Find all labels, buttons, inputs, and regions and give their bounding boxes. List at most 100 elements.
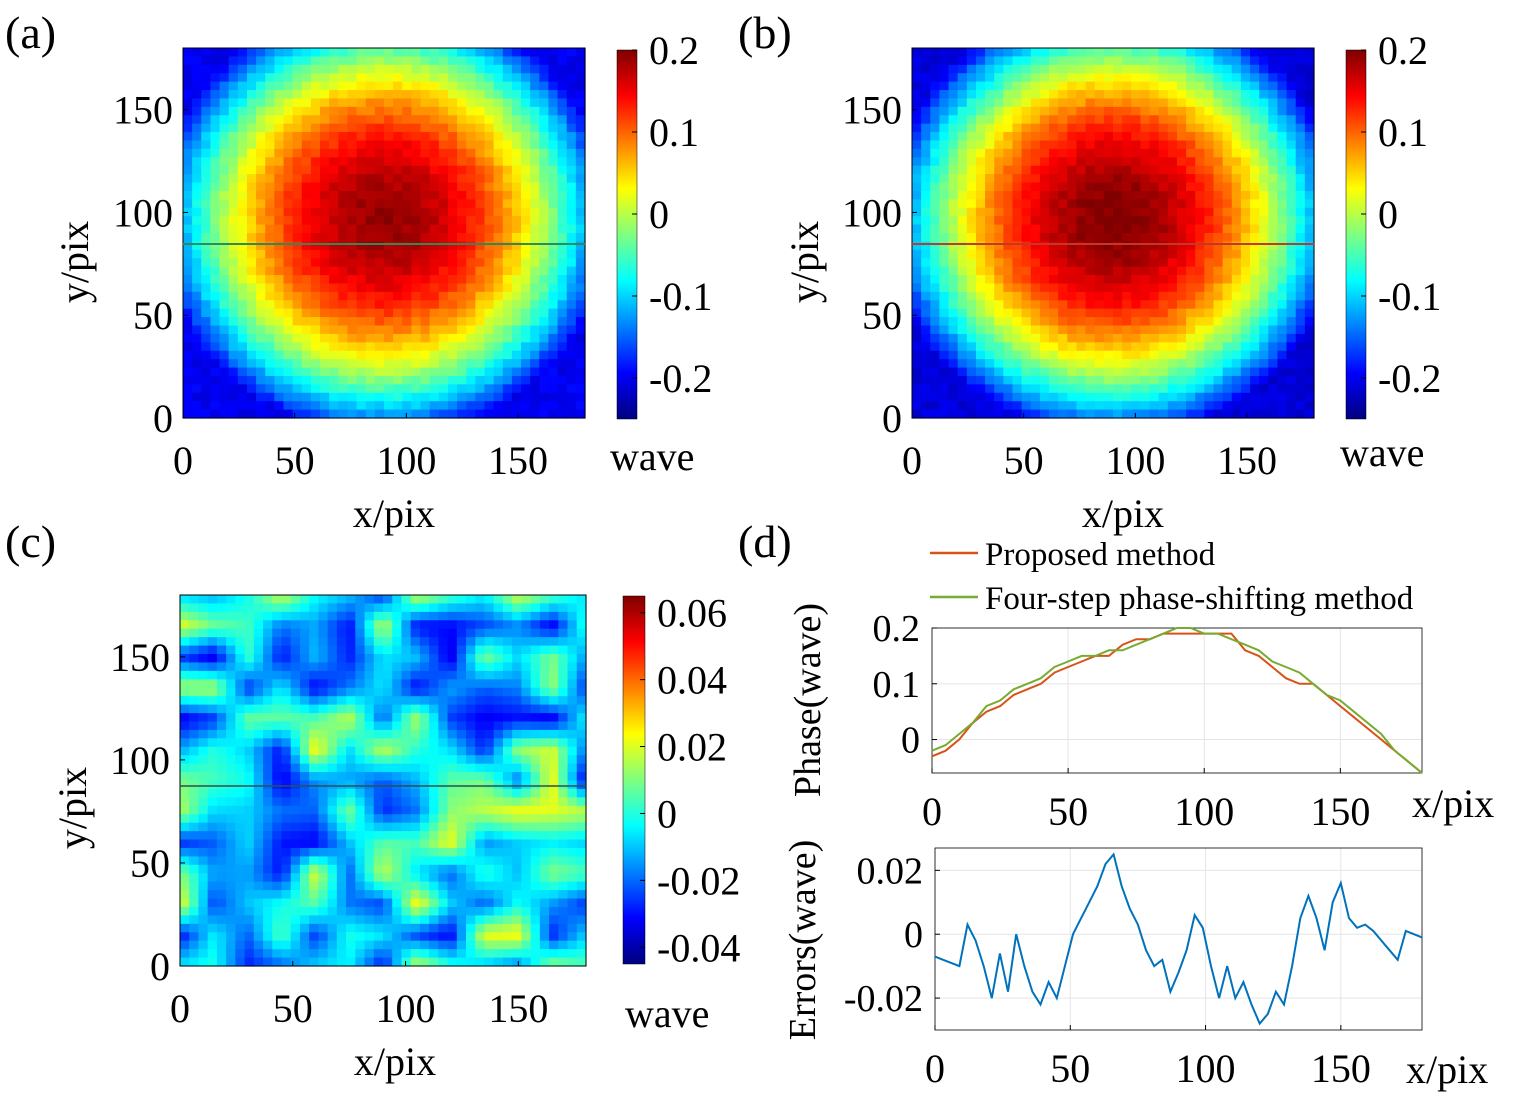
heatmap-cell [365,275,376,285]
heatmap-cell [393,140,403,150]
heatmap-cell [192,98,202,108]
heatmap-cell [201,207,212,217]
heatmap-cell [1167,115,1178,125]
heatmap-cell [511,140,522,150]
heatmap-cell [384,325,394,335]
heatmap-cell [226,890,236,900]
heatmap-cell [219,291,230,301]
heatmap-cell [192,375,202,385]
heatmap-cell [429,207,440,217]
heatmap-cell [1149,216,1160,226]
heatmap-cell [355,873,366,883]
heatmap-cell [521,249,531,259]
heatmap-cell [392,713,403,723]
heatmap-cell [511,241,522,251]
heatmap-cell [1231,283,1242,293]
heatmap-cell [438,375,449,385]
heatmap-cell [1122,132,1132,142]
heatmap-cell [1176,140,1187,150]
heatmap-cell [1295,190,1306,200]
heatmap-cell [283,300,294,310]
heatmap-cell [912,132,922,142]
heatmap-cell [420,342,431,352]
heatmap-cell [1067,216,1078,226]
heatmap-cell [1176,233,1187,243]
heatmap-cell [548,182,559,192]
heatmap-cell [299,729,310,739]
heatmap-cell [557,190,568,200]
heatmap-cell [502,249,513,259]
heatmap-cell [299,831,310,841]
heatmap-cell [272,949,283,959]
heatmap-cell [1030,342,1041,352]
heatmap-cell [1122,258,1132,268]
heatmap-cell [912,224,922,234]
heatmap-cell [1021,207,1032,217]
heatmap-cell [283,56,294,66]
heatmap-cell [1186,140,1196,150]
heatmap-cell [309,797,320,807]
heatmap-cell [373,696,384,706]
heatmap-cell [374,190,385,200]
heatmap-cell [336,687,347,697]
heatmap-cell [1067,342,1078,352]
heatmap-cell [1286,48,1297,58]
heatmap-cell [1113,199,1123,209]
heatmap-cell [1122,409,1132,419]
heatmap-cell [189,637,200,647]
heatmap-cell [1085,106,1096,116]
heatmap-cell [198,603,209,613]
heatmap-cell [355,738,366,748]
heatmap-cell [539,367,550,377]
heatmap-cell [957,132,968,142]
heatmap-cell [1067,132,1078,142]
heatmap-cell [1058,266,1068,276]
heatmap-cell [1140,367,1151,377]
heatmap-cell [1049,291,1059,301]
heatmap-cell [447,182,458,192]
heatmap-cell [1195,241,1205,251]
heatmap-cell [189,687,200,697]
heatmap-cell [210,115,221,125]
heatmap-cell [1003,241,1014,251]
heatmap-cell [180,949,190,959]
heatmap-cell [411,148,422,158]
heatmap-cell [475,258,486,268]
heatmap-cell [447,148,458,158]
heatmap-cell [1268,266,1279,276]
heatmap-cell [457,325,467,335]
heatmap-cell [374,266,385,276]
heatmap-cell [912,174,922,184]
heatmap-cell [1204,165,1215,175]
heatmap-cell [346,628,356,638]
heatmap-cell [207,704,218,714]
heatmap-cell [1021,106,1032,116]
heatmap-cell [281,788,292,798]
heatmap-cell [281,898,292,908]
heatmap-cell [1012,115,1023,125]
heatmap-cell [201,359,212,369]
heatmap-cell [1268,98,1279,108]
heatmap-cell [263,595,273,605]
heatmap-cell [466,350,476,360]
heatmap-cell [939,300,950,310]
heatmap-cell [1113,249,1123,259]
heatmap-cell [1049,207,1059,217]
heatmap-cell [290,831,301,841]
heatmap-cell [1012,48,1023,58]
heatmap-cell [244,940,255,950]
heatmap-cell [1213,132,1224,142]
heatmap-cell [1012,216,1023,226]
heatmap-cell [939,401,950,411]
heatmap-cell [948,148,959,158]
heatmap-cell [1113,233,1123,243]
heatmap-cell [457,224,467,234]
heatmap-cell [237,199,248,209]
heatmap-cell [1122,241,1132,251]
heatmap-cell [392,881,403,891]
heatmap-cell [201,148,212,158]
heatmap-cell [548,132,559,142]
heatmap-cell [1049,342,1059,352]
heatmap-cell [355,645,366,655]
heatmap-cell [299,881,310,891]
